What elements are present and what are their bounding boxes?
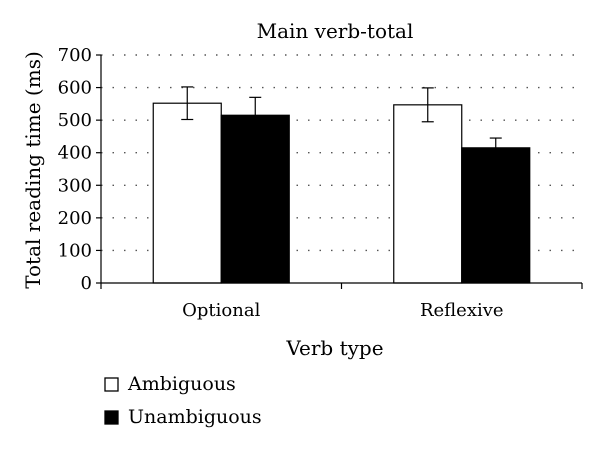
y-tick-label-700: 700	[58, 45, 92, 66]
legend-label-unambiguous: Unambiguous	[128, 406, 262, 428]
axes	[96, 54, 583, 289]
legend-label-ambiguous: Ambiguous	[127, 373, 236, 395]
y-tick-label-100: 100	[58, 240, 92, 261]
chart-title: Main verb-total	[257, 19, 414, 43]
x-tick-label-reflexive: Reflexive	[420, 300, 504, 321]
y-tick-label-600: 600	[58, 78, 92, 99]
x-tick-labels: Optional Reflexive	[182, 300, 503, 321]
bar-ambiguous-optional	[152, 102, 222, 284]
y-axis-title: Total reading time (ms)	[21, 51, 45, 289]
legend-swatch-unambiguous	[104, 410, 119, 425]
bar-unambiguous-optional	[220, 114, 290, 284]
x-tick-label-optional: Optional	[182, 300, 260, 321]
y-tick-label-0: 0	[81, 273, 92, 294]
y-tick-label-200: 200	[58, 208, 92, 229]
bar-unambiguous-reflexive	[461, 147, 531, 284]
y-tick-label-400: 400	[58, 143, 92, 164]
error-bars	[181, 86, 502, 159]
x-axis-title: Verb type	[285, 336, 383, 360]
bars	[152, 102, 531, 284]
legend-swatch-ambiguous	[104, 377, 119, 392]
legend: Ambiguous Unambiguous	[104, 373, 262, 428]
y-tick-label-500: 500	[58, 110, 92, 131]
bar-ambiguous-reflexive	[393, 104, 463, 284]
y-tick-labels: 0 100 200 300 400 500 600 700	[58, 45, 92, 294]
y-tick-label-300: 300	[58, 175, 92, 196]
